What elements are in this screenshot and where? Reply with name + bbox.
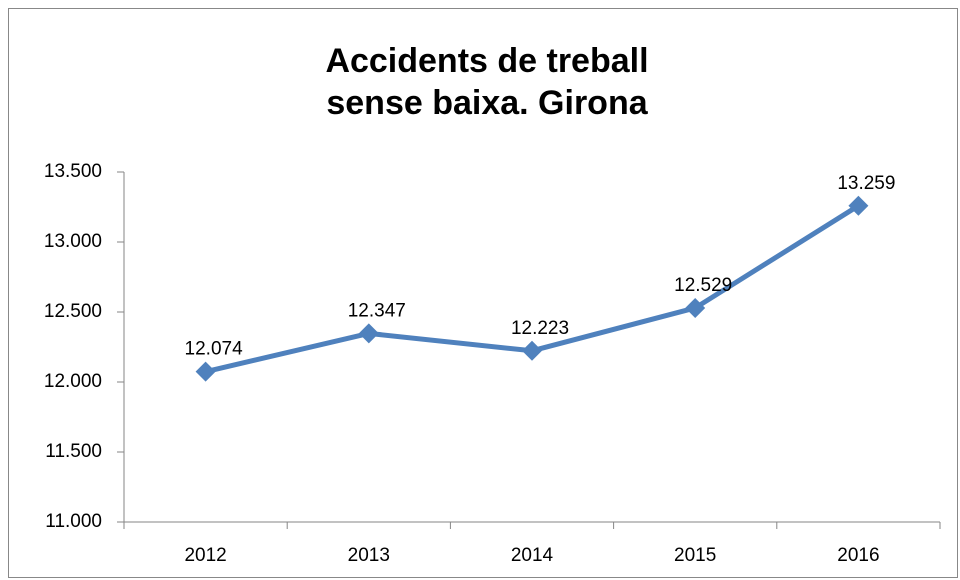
x-tick-label: 2012 (184, 545, 226, 566)
y-tick-label: 13.000 (44, 231, 102, 252)
point-marker (522, 340, 542, 361)
point-marker (358, 323, 379, 344)
data-label: 12.347 (348, 300, 406, 321)
y-tick-label: 13.500 (44, 161, 102, 182)
y-tick-label: 11.000 (45, 511, 102, 532)
data-label: 12.074 (185, 339, 244, 360)
point-marker (848, 195, 869, 216)
y-tick-label: 12.500 (44, 301, 102, 322)
x-tick-label: 2014 (511, 545, 554, 566)
x-tick-label: 2016 (837, 545, 879, 566)
x-tick-label: 2015 (674, 545, 716, 566)
chart-border (8, 8, 958, 578)
chart-title: Accidents de treball sense baixa. Girona (325, 42, 649, 122)
y-tick-label: 12.000 (44, 371, 102, 392)
point-marker (685, 297, 706, 318)
data-label: 13.259 (837, 173, 895, 194)
point-marker (195, 361, 216, 382)
y-tick-label: 11.500 (45, 441, 102, 462)
data-label: 12.529 (674, 275, 732, 296)
data-label: 12.223 (511, 318, 569, 339)
x-tick-label: 2013 (348, 545, 390, 566)
